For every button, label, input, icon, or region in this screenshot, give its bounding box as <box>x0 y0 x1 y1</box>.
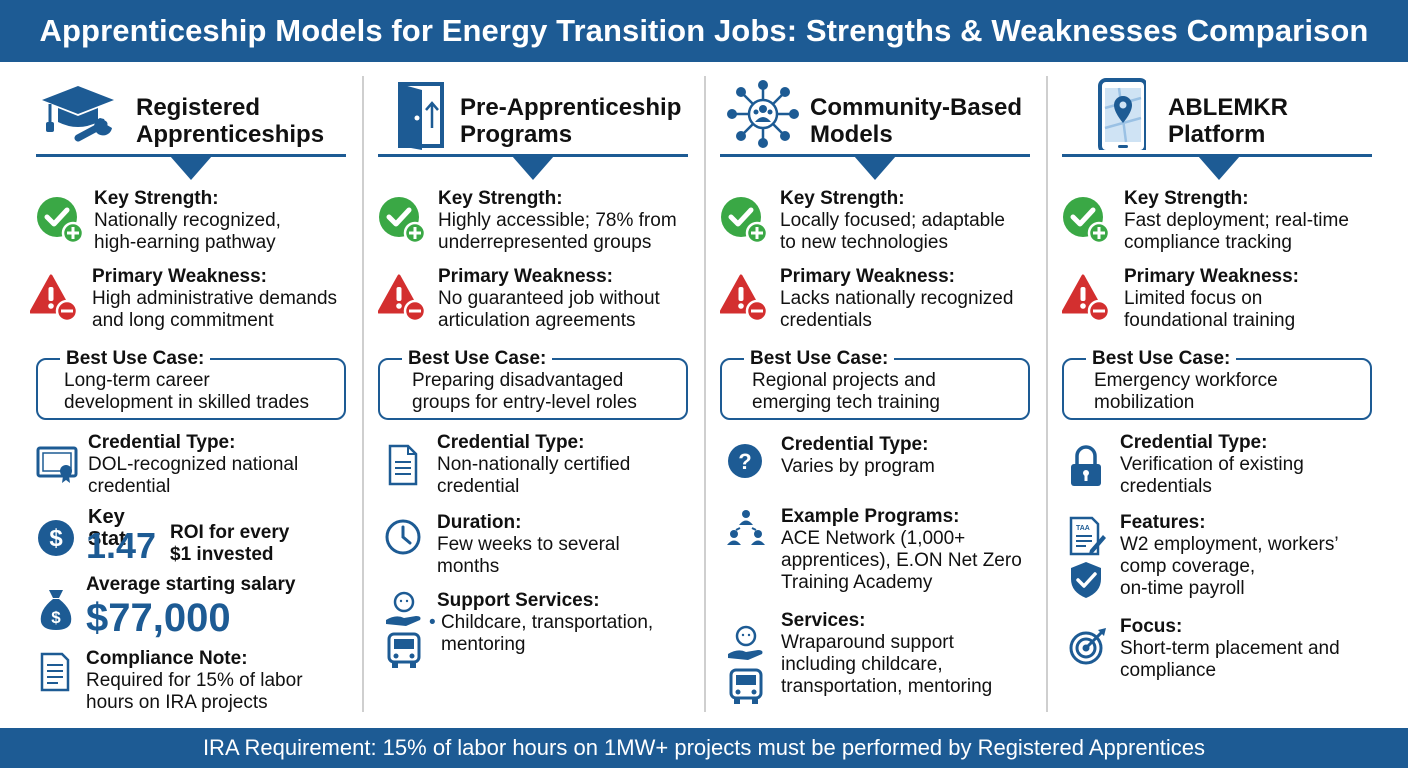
salary-label: Average starting salary <box>86 574 296 595</box>
example-programs: Example Programs: ACE Network (1,000+ ap… <box>726 506 1022 594</box>
key-strength: Key Strength: Fast deployment; real-time… <box>1062 188 1349 254</box>
target-icon <box>1069 628 1106 665</box>
svg-text:TAA: TAA <box>1076 525 1090 532</box>
page-title: Apprenticeship Models for Energy Transit… <box>39 13 1369 48</box>
down-arrow-icon <box>512 156 554 180</box>
key-strength: Key Strength: Highly accessible; 78% fro… <box>378 188 677 254</box>
down-arrow-icon <box>854 156 896 180</box>
column-title: ABLEMKR Platform <box>1168 94 1288 148</box>
warning-minus-icon <box>378 274 426 322</box>
warning-minus-icon <box>30 274 78 322</box>
best-use-case-box: Best Use Case: Preparing disadvantaged gr… <box>378 348 688 420</box>
header-rule <box>1062 154 1372 157</box>
compliance-note: Compliance Note: Required for 15% of lab… <box>36 648 303 714</box>
smartphone-map-pin-icon <box>1098 78 1146 150</box>
shield-check-icon <box>1071 562 1101 598</box>
key-stat-caption: ROI for every $1 invested <box>170 522 290 565</box>
community-network-icon <box>727 80 799 148</box>
bus-icon <box>387 632 421 668</box>
primary-weakness: Primary Weakness: No guaranteed job with… <box>378 266 660 332</box>
primary-weakness: Primary Weakness: Lacks nationally recog… <box>720 266 1013 332</box>
clock-icon <box>385 519 421 555</box>
features: TAA Features: W2 employment, workers’ co… <box>1068 512 1339 600</box>
credential-type: Credential Type: DOL-recognized national… <box>36 432 298 498</box>
credential-type: Credential Type: Verification of existin… <box>1068 432 1304 498</box>
column-header: ABLEMKR Platform <box>1062 72 1404 156</box>
column-ablemkr-platform: ABLEMKR Platform Key Strength: Fast deplo… <box>1062 62 1404 728</box>
document-icon <box>40 652 70 692</box>
check-plus-icon <box>1062 196 1110 244</box>
best-use-case-box: Best Use Case: Long-term career developme… <box>36 348 346 420</box>
credential-type: ? Credential Type: Varies by program <box>726 434 935 478</box>
support-services: Support Services: • Childcare, transport… <box>384 590 653 668</box>
column-header: Pre-Apprenticeship Programs <box>378 72 720 156</box>
column-title: Community-Based Models <box>810 94 1023 148</box>
money-bag-icon: $ <box>40 590 72 630</box>
key-stat-value: 1.47 <box>86 525 157 566</box>
document-icon <box>388 444 418 486</box>
services: Services: Wraparound support including c… <box>726 610 992 704</box>
key-stat-label: Key Stat <box>88 506 126 550</box>
header-rule <box>378 154 688 157</box>
header-rule <box>720 154 1030 157</box>
best-use-case-box: Best Use Case: Emergency workforce mobili… <box>1062 348 1372 420</box>
check-plus-icon <box>378 196 426 244</box>
title-bar: Apprenticeship Models for Energy Transit… <box>0 0 1408 62</box>
column-title: Registered Apprenticeships <box>136 94 325 148</box>
column-community-based-models: Community-Based Models Key Strength: Loca… <box>720 62 1062 728</box>
down-arrow-icon <box>1198 156 1240 180</box>
footer-bar: IRA Requirement: 15% of labor hours on 1… <box>0 728 1408 768</box>
warning-minus-icon <box>1062 274 1110 322</box>
column-header: Registered Apprenticeships <box>36 72 378 156</box>
column-title: Pre-Apprenticeship Programs <box>460 94 682 148</box>
bullet-dot: • <box>429 612 436 633</box>
best-use-case-box: Best Use Case: Regional projects and emer… <box>720 348 1030 420</box>
lock-icon <box>1071 445 1101 486</box>
warning-minus-icon <box>720 274 768 322</box>
child-care-icon <box>728 625 763 660</box>
bus-icon <box>729 668 763 704</box>
duration: Duration: Few weeks to several months <box>384 512 620 578</box>
svg-text:$: $ <box>51 608 61 627</box>
column-pre-apprenticeship-programs: Pre-Apprenticeship Programs Key Strength:… <box>378 62 720 728</box>
people-network-icon <box>727 510 765 545</box>
key-strength: Key Strength: Locally focused; adaptable… <box>720 188 1005 254</box>
focus: Focus: Short-term placement and complian… <box>1068 616 1340 682</box>
column-header: Community-Based Models <box>720 72 1062 156</box>
child-care-icon <box>386 591 421 626</box>
open-door-icon <box>398 82 444 150</box>
down-arrow-icon <box>170 156 212 180</box>
credential-type: Credential Type: Non-nationally certifie… <box>386 432 630 498</box>
check-plus-icon <box>720 196 768 244</box>
svg-text:$: $ <box>49 525 63 552</box>
question-icon: ? <box>728 444 762 478</box>
primary-weakness: Primary Weakness: Limited focus on found… <box>1062 266 1299 332</box>
svg-text:?: ? <box>738 449 751 474</box>
check-plus-icon <box>36 196 84 244</box>
dollar-coin-icon: $ <box>38 520 74 556</box>
tax-form-icon: TAA <box>1069 516 1106 556</box>
column-divider <box>1046 76 1048 712</box>
column-divider <box>704 76 706 712</box>
primary-weakness: Primary Weakness: High administrative de… <box>30 266 337 332</box>
column-registered-apprenticeships: Registered Apprenticeships Key Strength: … <box>36 62 378 728</box>
certificate-icon <box>36 446 78 483</box>
column-divider <box>362 76 364 712</box>
graduation-cap-wrench-icon <box>42 86 114 142</box>
salary-value: $77,000 <box>86 596 231 640</box>
header-rule <box>36 154 346 157</box>
key-strength: Key Strength: Nationally recognized, hig… <box>36 188 281 254</box>
footer-text: IRA Requirement: 15% of labor hours on 1… <box>202 735 1206 760</box>
